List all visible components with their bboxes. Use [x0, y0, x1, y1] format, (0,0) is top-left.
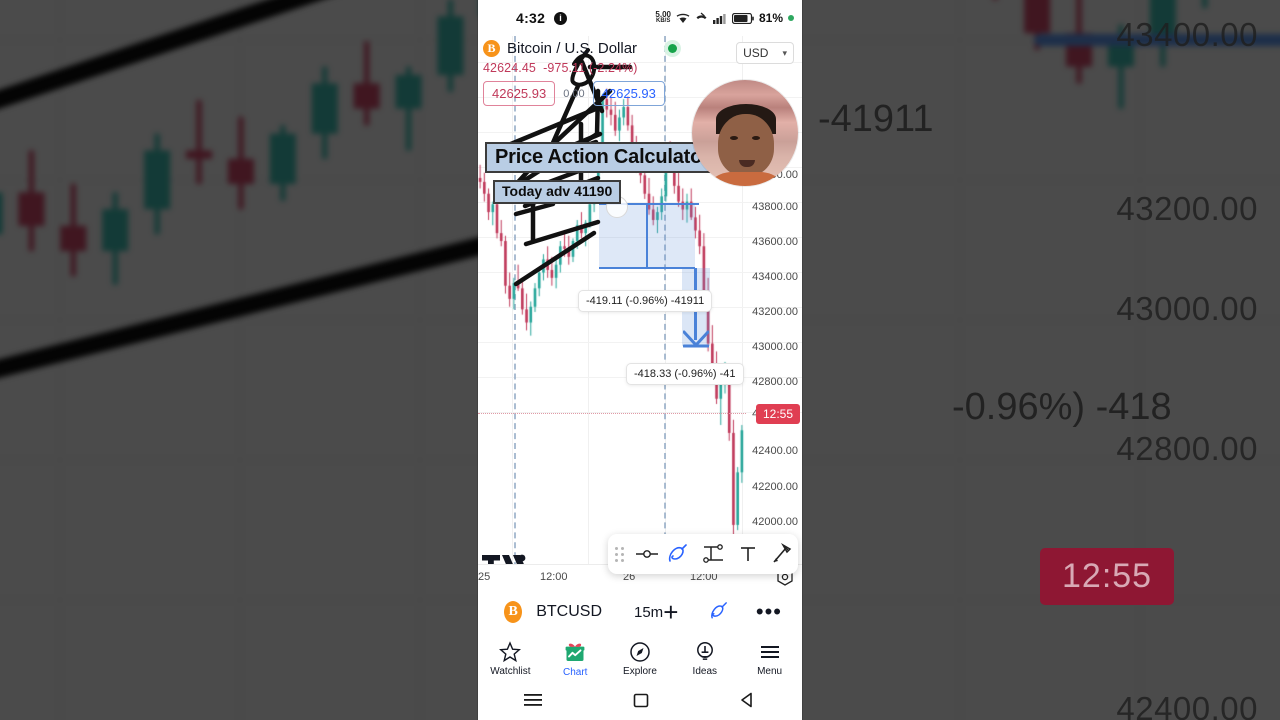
- price-tick: 42400.00: [752, 445, 798, 457]
- missed-call-icon: [696, 12, 707, 19]
- status-time: 4:32: [516, 10, 546, 26]
- pen-draw-icon[interactable]: [664, 534, 698, 574]
- current-time-badge: 12:55: [755, 404, 800, 424]
- star-icon: [499, 640, 522, 662]
- quote-header[interactable]: B Bitcoin / U.S. Dollar 42624.45 -975.11…: [483, 40, 682, 106]
- spread-value: 0.00: [563, 87, 585, 100]
- battery-percent: 81%: [758, 11, 783, 25]
- bid-ask-row: 42625.93 0.00 42625.93: [483, 81, 681, 106]
- annotation-subtitle-box: Today adv 41190: [493, 180, 622, 204]
- measure-center-line: [646, 203, 648, 269]
- bitcoin-icon: B: [504, 601, 523, 623]
- nav-label: Explore: [623, 665, 657, 677]
- android-navigation-bar[interactable]: [478, 680, 802, 720]
- measure-tooltip-2: -418.33 (-0.96%) -41: [626, 363, 744, 385]
- annotation-title-text: Price Action Calculator: [495, 146, 710, 168]
- bg-price-label: 43200.00: [1116, 190, 1258, 227]
- signal-icon: [712, 13, 726, 24]
- price-tick: 43000.00: [752, 341, 798, 353]
- back-icon[interactable]: [738, 690, 758, 710]
- plus-icon[interactable]: +: [663, 597, 679, 627]
- gift-icon: [565, 643, 585, 661]
- battery-icon: [731, 12, 754, 24]
- bid-price[interactable]: 42625.93: [483, 81, 556, 106]
- hamburger-icon: [760, 645, 779, 658]
- nav-item-ideas[interactable]: Ideas: [672, 641, 737, 677]
- symbol-name[interactable]: BTCUSD: [536, 603, 602, 620]
- nav-label: Watchlist: [490, 665, 531, 677]
- bg-price-label: 42400.00: [1116, 690, 1258, 720]
- wifi-icon: [676, 13, 690, 23]
- time-tick: 25: [478, 570, 491, 583]
- text-icon[interactable]: [731, 534, 765, 574]
- lightbulb-icon: [696, 641, 713, 660]
- bg-price-label: 43000.00: [1116, 290, 1258, 327]
- symbol-title: Bitcoin / U.S. Dollar: [507, 40, 638, 57]
- price-tick: 42000.00: [752, 516, 798, 528]
- drag-grip-icon[interactable]: [608, 546, 630, 562]
- presenter-webcam-bubble: [692, 80, 798, 186]
- bg-tooltip-fragment: -0.96%) -418: [952, 386, 1172, 428]
- measure-top-edge: [599, 203, 699, 205]
- nav-item-explore[interactable]: Explore: [608, 641, 673, 677]
- bg-price-label: 42800.00: [1116, 430, 1258, 467]
- recents-icon[interactable]: [522, 691, 544, 709]
- price-tick: 43400.00: [752, 271, 798, 283]
- compass-icon: [630, 641, 650, 662]
- nav-label: Menu: [757, 665, 783, 677]
- network-speed-indicator: 5.00 KB/S: [655, 10, 671, 25]
- more-dots-icon[interactable]: •••: [755, 599, 782, 624]
- nav-item-watchlist[interactable]: Watchlist: [478, 640, 543, 677]
- info-icon: i: [554, 11, 567, 25]
- chart-canvas[interactable]: Price Action Calculator Today adv 41190 …: [478, 36, 802, 588]
- time-tick: 12:00: [540, 570, 568, 583]
- measure-arrow-head-icon: [683, 330, 709, 348]
- arrow-marker-icon[interactable]: [764, 534, 798, 574]
- recording-indicator-dot: [788, 15, 794, 21]
- bottom-navigation[interactable]: Watchlist Chart Explore: [478, 636, 802, 680]
- currency-value: USD: [743, 46, 769, 60]
- price-tick: 42200.00: [752, 481, 798, 493]
- phone-screen: 4:32 i 5.00 KB/S: [478, 0, 802, 720]
- currency-select[interactable]: USD ▾: [736, 42, 794, 64]
- annotation-title-box: Price Action Calculator: [485, 142, 720, 173]
- last-price-line: [478, 413, 746, 414]
- home-icon[interactable]: [631, 690, 651, 710]
- bitcoin-icon: B: [483, 40, 500, 57]
- price-tick: 43800.00: [752, 201, 798, 213]
- last-price: 42624.45: [483, 61, 536, 75]
- symbol-bar[interactable]: B BTCUSD 15m + •••: [478, 588, 802, 636]
- bg-tooltip-fragment: -41911: [818, 98, 934, 140]
- measure-icon[interactable]: [697, 534, 731, 574]
- drawing-toolbar[interactable]: [608, 534, 798, 574]
- nav-label: Chart: [562, 666, 588, 678]
- annotation-subtitle-text: Today adv 41190: [502, 183, 613, 199]
- market-open-indicator: [664, 40, 682, 57]
- pen-icon[interactable]: [708, 599, 730, 625]
- price-tick: 42800.00: [752, 376, 798, 388]
- price-tick: 43600.00: [752, 236, 798, 248]
- timeframe-selector[interactable]: 15m: [634, 603, 664, 621]
- nav-label: Ideas: [692, 665, 718, 677]
- ask-price[interactable]: 42625.93: [592, 81, 665, 106]
- bg-time-badge: 12:55: [1040, 548, 1175, 605]
- trend-line-icon[interactable]: [630, 534, 664, 574]
- chevron-down-icon: ▾: [782, 47, 787, 58]
- quote-change-row: 42624.45 -975.11 (-2.24%): [483, 61, 681, 75]
- price-change: -975.11: [543, 61, 586, 75]
- measure-tooltip-1: -419.11 (-0.96%) -41911: [578, 290, 713, 312]
- price-tick: 43200.00: [752, 306, 798, 318]
- status-icons: 5.00 KB/S 81%: [655, 11, 794, 25]
- status-bar: 4:32 i 5.00 KB/S: [478, 0, 802, 36]
- price-change-percent: (-2.24%): [588, 61, 638, 75]
- bg-price-label: 43400.00: [1116, 16, 1258, 53]
- nav-item-menu[interactable]: Menu: [737, 641, 802, 677]
- nav-item-chart[interactable]: Chart: [543, 640, 608, 678]
